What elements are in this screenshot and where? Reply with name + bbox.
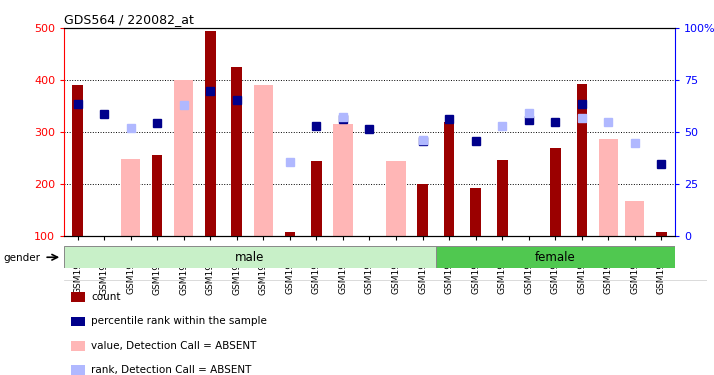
Bar xyxy=(471,188,481,236)
Bar xyxy=(71,292,85,302)
Bar xyxy=(71,316,85,326)
Bar xyxy=(576,84,587,236)
Bar xyxy=(205,31,216,236)
Bar xyxy=(64,246,436,268)
Bar xyxy=(417,184,428,236)
Text: percentile rank within the sample: percentile rank within the sample xyxy=(91,316,267,326)
Bar xyxy=(71,341,85,351)
Bar xyxy=(386,161,406,236)
Bar xyxy=(152,154,163,236)
Text: GDS564 / 220082_at: GDS564 / 220082_at xyxy=(64,13,194,26)
Text: female: female xyxy=(535,251,575,264)
Bar xyxy=(71,365,85,375)
Text: rank, Detection Call = ABSENT: rank, Detection Call = ABSENT xyxy=(91,365,251,375)
Bar xyxy=(656,232,667,236)
Bar xyxy=(625,201,645,236)
Bar xyxy=(72,86,83,236)
Bar xyxy=(174,80,193,236)
Text: male: male xyxy=(236,251,265,264)
Text: count: count xyxy=(91,292,121,302)
Bar xyxy=(444,122,454,236)
Bar xyxy=(436,246,675,268)
Bar xyxy=(253,86,273,236)
Bar xyxy=(121,159,140,236)
Bar xyxy=(311,161,322,236)
Bar xyxy=(333,124,353,236)
Bar xyxy=(285,232,295,236)
Text: gender: gender xyxy=(4,253,41,262)
Bar xyxy=(497,160,508,236)
Text: value, Detection Call = ABSENT: value, Detection Call = ABSENT xyxy=(91,341,256,351)
Bar xyxy=(599,139,618,236)
Bar xyxy=(231,67,242,236)
Bar xyxy=(550,148,560,236)
